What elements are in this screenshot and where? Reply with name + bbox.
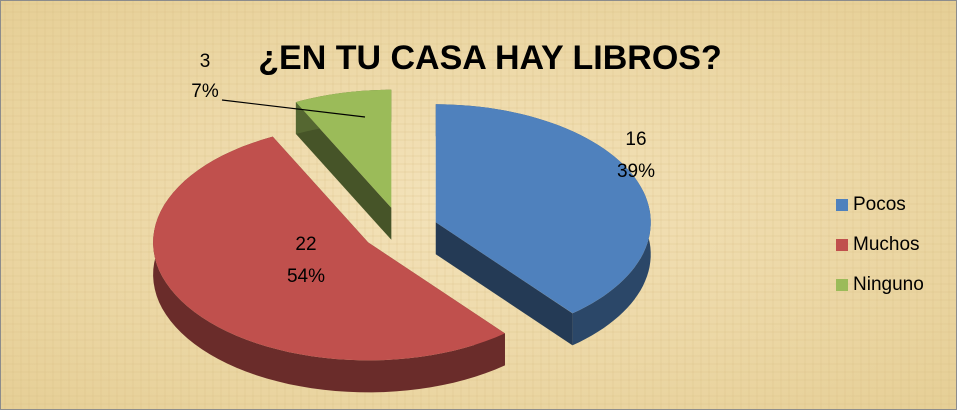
- legend-swatch: [836, 239, 848, 251]
- percent-label: 54%: [287, 266, 325, 287]
- slice-side: [435, 222, 573, 346]
- data-label: 16: [625, 129, 646, 150]
- legend: Pocos Muchos Ninguno: [836, 194, 924, 295]
- chart-title: ¿EN TU CASA HAY LIBROS?: [258, 39, 721, 77]
- data-label: 22: [295, 234, 316, 255]
- slice: [295, 89, 392, 208]
- slice-side: [295, 102, 392, 240]
- leader-line: [221, 99, 366, 118]
- legend-label: Pocos: [853, 194, 906, 215]
- data-label: 3: [200, 51, 211, 72]
- legend-label: Muchos: [853, 234, 920, 255]
- legend-label: Ninguno: [853, 274, 924, 295]
- percent-label: 39%: [617, 161, 655, 182]
- legend-swatch: [836, 199, 848, 211]
- legend-swatch: [836, 279, 848, 291]
- pie: [153, 89, 651, 393]
- percent-label: 7%: [191, 81, 219, 102]
- slice: [435, 104, 651, 314]
- slice: [153, 136, 505, 361]
- slice-wall: [153, 136, 505, 393]
